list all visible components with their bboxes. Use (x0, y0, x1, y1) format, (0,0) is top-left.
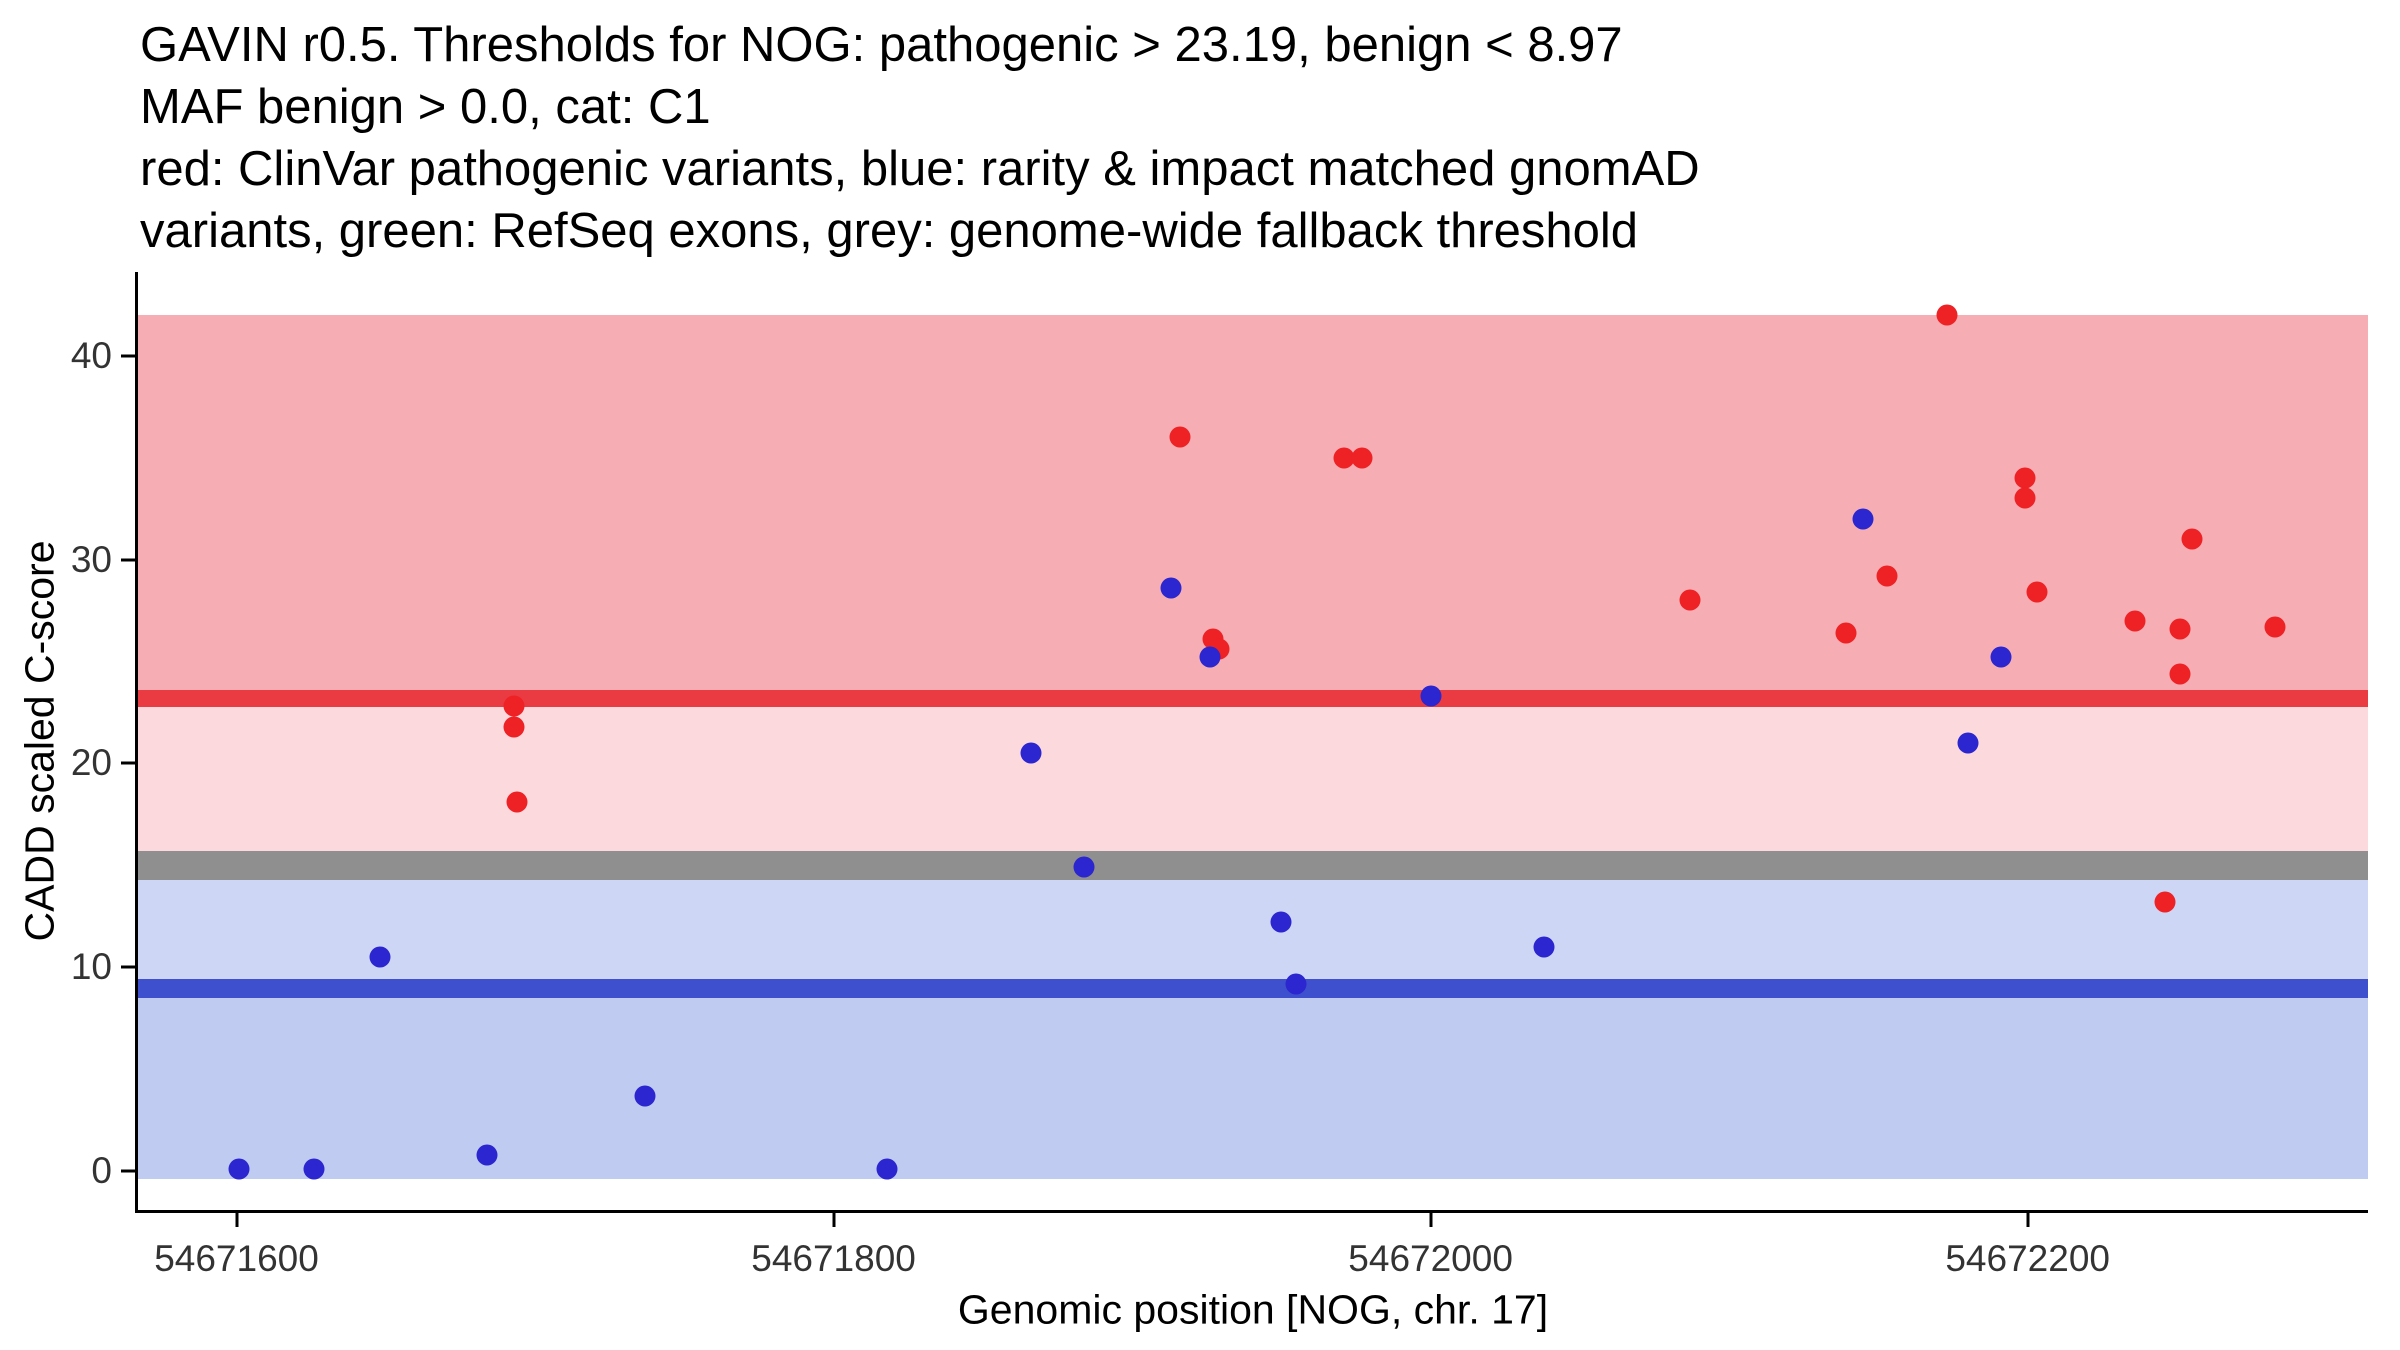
y-tick-mark (121, 965, 135, 969)
gnomad-matched-point (634, 1085, 656, 1107)
clinvar-pathogenic-point (1169, 426, 1191, 448)
y-axis-label: CADD scaled C-score (16, 540, 63, 942)
x-axis-label: Genomic position [NOG, chr. 17] (957, 1286, 1549, 1333)
x-tick-label: 54672200 (1945, 1238, 2110, 1279)
gnomad-matched-point (1160, 577, 1182, 599)
benign-threshold-line (138, 979, 2368, 998)
benign-zone-band (138, 988, 2368, 1180)
clinvar-pathogenic-point (2026, 581, 2048, 603)
y-axis-line (135, 272, 138, 1213)
gnomad-matched-point (1073, 856, 1095, 878)
gnomad-matched-point (1420, 685, 1442, 707)
clinvar-pathogenic-point (503, 695, 525, 717)
chart-title: GAVIN r0.5. Thresholds for NOG: pathogen… (140, 14, 1700, 262)
y-tick-mark (121, 1169, 135, 1173)
clinvar-pathogenic-point (2181, 528, 2203, 550)
x-tick-mark (2026, 1213, 2030, 1227)
plot-panel (138, 272, 2368, 1210)
y-tick-mark (121, 354, 135, 358)
pathogenic-threshold-line (138, 689, 2368, 707)
x-tick-mark (832, 1213, 836, 1227)
gnomad-matched-point (228, 1158, 250, 1180)
gnomad-matched-point (1990, 646, 2012, 668)
clinvar-pathogenic-point (2014, 467, 2036, 489)
lower-uncertain-zone-band (138, 865, 2368, 989)
x-tick-label: 54671600 (154, 1238, 319, 1279)
clinvar-pathogenic-point (1679, 589, 1701, 611)
y-tick-label: 20 (70, 742, 112, 784)
clinvar-pathogenic-point (2264, 616, 2286, 638)
chart-title-line-2: MAF benign > 0.0, cat: C1 (140, 80, 711, 134)
fallback-threshold-line (138, 850, 2368, 881)
x-tick-mark (235, 1213, 238, 1227)
pathogenic-zone-band (138, 314, 2368, 699)
clinvar-pathogenic-point (1351, 447, 1373, 469)
gnomad-matched-point (1957, 732, 1979, 754)
y-tick-label: 40 (70, 334, 112, 376)
y-tick-mark (121, 761, 135, 765)
clinvar-pathogenic-point (2014, 487, 2036, 509)
clinvar-pathogenic-point (503, 716, 525, 738)
y-tick-label: 10 (70, 946, 112, 988)
clinvar-pathogenic-point (2169, 618, 2191, 640)
gnomad-matched-point (1533, 936, 1555, 958)
x-axis-line (135, 1210, 2368, 1213)
clinvar-pathogenic-point (1333, 447, 1355, 469)
gnomad-matched-point (1199, 646, 1221, 668)
chart-title-line-3: red: ClinVar pathogenic variants, blue: … (140, 142, 1700, 196)
gnomad-matched-point (876, 1158, 898, 1180)
clinvar-pathogenic-point (2169, 663, 2191, 685)
gnomad-matched-point (303, 1158, 325, 1180)
y-tick-label: 0 (91, 1150, 112, 1192)
gnomad-matched-point (1020, 742, 1042, 764)
chart-title-line-4: variants, green: RefSeq exons, grey: gen… (140, 204, 1639, 258)
x-tick-label: 54672000 (1348, 1238, 1513, 1279)
gnomad-matched-point (369, 946, 391, 968)
chart-title-line-1: GAVIN r0.5. Thresholds for NOG: pathogen… (140, 18, 1623, 72)
gnomad-matched-point (1285, 973, 1307, 995)
clinvar-pathogenic-point (1835, 622, 1857, 644)
clinvar-pathogenic-point (2124, 610, 2146, 632)
y-tick-label: 30 (70, 538, 112, 580)
gnomad-matched-point (1270, 911, 1292, 933)
clinvar-pathogenic-point (1876, 565, 1898, 587)
x-tick-mark (1429, 1213, 1433, 1227)
x-tick-label: 54671800 (751, 1238, 916, 1279)
gnomad-matched-point (1852, 508, 1874, 530)
y-tick-mark (121, 558, 135, 562)
clinvar-pathogenic-point (2154, 891, 2176, 913)
clinvar-pathogenic-point (506, 791, 528, 813)
upper-uncertain-zone-band (138, 698, 2368, 866)
clinvar-pathogenic-point (1936, 304, 1958, 326)
gnomad-matched-point (476, 1144, 498, 1166)
